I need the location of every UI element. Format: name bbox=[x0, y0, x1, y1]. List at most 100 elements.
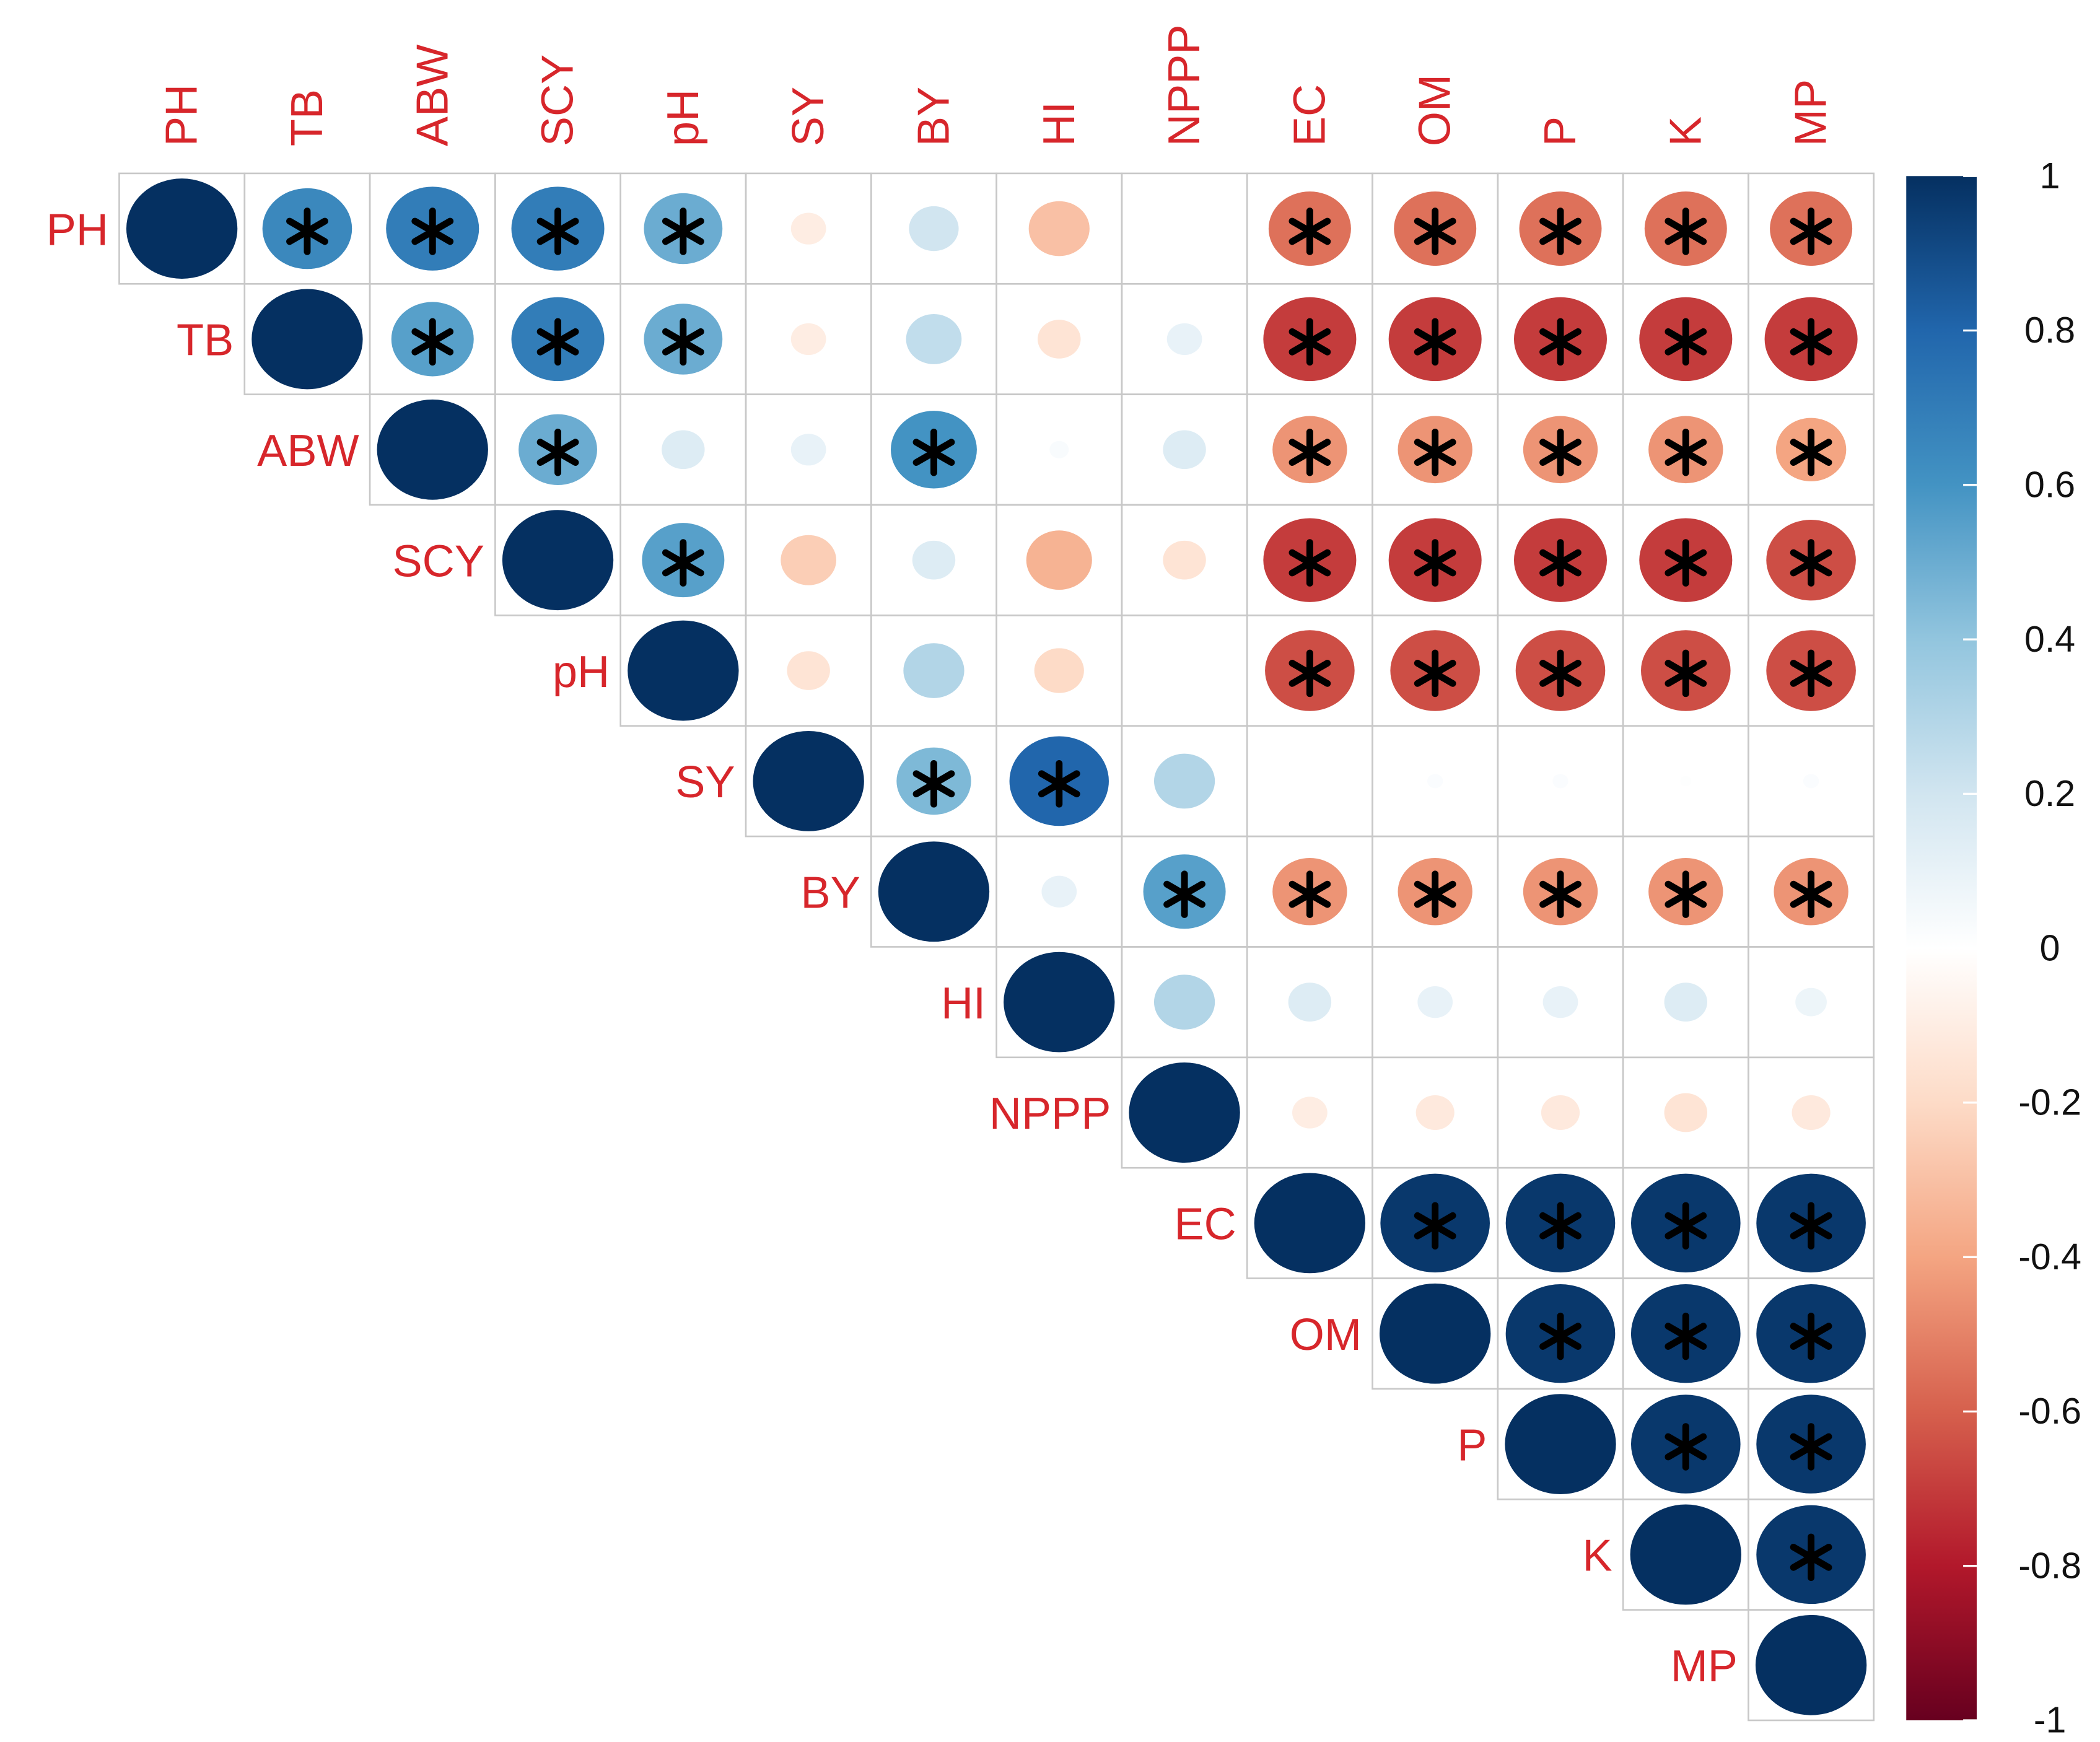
correlation-circle bbox=[1153, 753, 1215, 809]
significance-star bbox=[1790, 1312, 1832, 1360]
significance-star bbox=[1539, 318, 1582, 366]
significance-star bbox=[1665, 208, 1707, 255]
row-label: BY bbox=[801, 869, 860, 918]
significance-star bbox=[1288, 870, 1331, 918]
significance-star bbox=[662, 539, 704, 587]
column-label: pH bbox=[658, 89, 708, 146]
significance-star bbox=[1414, 539, 1456, 587]
row-label: SCY bbox=[392, 536, 484, 586]
correlation-circle bbox=[1505, 1394, 1616, 1495]
correlation-circle bbox=[252, 289, 363, 390]
correlation-circle bbox=[787, 651, 830, 690]
correlation-circle bbox=[1166, 323, 1202, 356]
significance-star bbox=[1288, 428, 1331, 476]
correlation-circle bbox=[1427, 774, 1443, 789]
correlation-circle bbox=[1664, 1093, 1708, 1132]
row-label: EC bbox=[1174, 1200, 1236, 1250]
significance-star bbox=[662, 318, 704, 366]
significance-star bbox=[1288, 649, 1331, 698]
significance-star bbox=[1790, 649, 1832, 698]
significance-star bbox=[536, 428, 579, 476]
correlation-circle bbox=[377, 399, 488, 500]
correlation-circle bbox=[1755, 1614, 1867, 1715]
correlation-circle bbox=[909, 206, 959, 252]
significance-star bbox=[1539, 870, 1582, 918]
significance-star bbox=[662, 208, 704, 255]
column-label: OM bbox=[1411, 74, 1460, 146]
significance-star bbox=[1665, 428, 1707, 476]
correlation-circle bbox=[1630, 1504, 1741, 1605]
row-label: NPPP bbox=[989, 1089, 1111, 1139]
significance-star bbox=[411, 208, 454, 255]
column-label: TB bbox=[282, 89, 332, 146]
significance-star bbox=[536, 318, 579, 366]
cell-border bbox=[1121, 615, 1248, 727]
correlation-circle bbox=[126, 178, 238, 279]
significance-star bbox=[1414, 318, 1456, 366]
row-label: K bbox=[1582, 1531, 1612, 1581]
correlation-circle bbox=[1541, 1095, 1580, 1131]
significance-star bbox=[1539, 208, 1582, 255]
significance-star bbox=[1414, 1202, 1456, 1250]
row-label: OM bbox=[1290, 1310, 1362, 1360]
column-label: BY bbox=[909, 87, 959, 146]
significance-star bbox=[912, 428, 955, 476]
column-label: NPPP bbox=[1160, 25, 1209, 146]
significance-star bbox=[1665, 1423, 1707, 1471]
significance-star bbox=[1665, 318, 1707, 366]
colorbar-tick-label: 1 bbox=[2040, 155, 2060, 196]
colorbar-tick-label: 0.2 bbox=[2024, 773, 2075, 814]
correlation-circle bbox=[1153, 974, 1215, 1030]
correlation-circle bbox=[1038, 320, 1081, 359]
correlation-circle bbox=[628, 620, 739, 721]
row-label: SY bbox=[675, 758, 735, 807]
significance-star bbox=[1414, 870, 1456, 918]
column-label: MP bbox=[1787, 79, 1836, 146]
correlation-circle bbox=[790, 323, 826, 356]
correlation-circle bbox=[1129, 1062, 1240, 1163]
colorbar-tick-label: -0.6 bbox=[2018, 1391, 2081, 1432]
cell-border bbox=[1121, 172, 1248, 285]
correlation-circle bbox=[1163, 540, 1206, 580]
significance-star bbox=[1790, 1423, 1832, 1471]
row-label: MP bbox=[1671, 1642, 1738, 1691]
significance-star bbox=[536, 208, 579, 255]
correlation-circle bbox=[1417, 986, 1453, 1018]
column-label: ABW bbox=[408, 45, 457, 146]
correlation-circle bbox=[1004, 952, 1115, 1053]
row-label: HI bbox=[941, 979, 986, 1028]
significance-star bbox=[286, 208, 328, 255]
correlation-circle bbox=[1028, 201, 1090, 256]
correlation-circle bbox=[1542, 986, 1578, 1018]
significance-star bbox=[1665, 649, 1707, 698]
column-label: PH bbox=[157, 84, 207, 146]
significance-star bbox=[1288, 208, 1331, 255]
column-label: K bbox=[1661, 116, 1710, 146]
column-label: SCY bbox=[533, 55, 583, 146]
cell-border bbox=[1748, 1609, 1875, 1722]
significance-star bbox=[1414, 428, 1456, 476]
correlation-circle bbox=[1288, 983, 1332, 1022]
correlation-circle bbox=[1026, 530, 1092, 590]
correlation-circle bbox=[753, 730, 864, 831]
row-label: TB bbox=[177, 316, 234, 365]
colorbar-tick-label: -0.4 bbox=[2018, 1236, 2081, 1277]
colorbar-tick-label: 0.8 bbox=[2024, 310, 2075, 351]
column-label: HI bbox=[1035, 102, 1084, 146]
correlation-circle bbox=[906, 313, 962, 364]
row-label: pH bbox=[553, 647, 610, 697]
colorbar-tick-label: 0 bbox=[2040, 927, 2060, 968]
significance-star bbox=[1790, 428, 1832, 476]
colorbar-tick-label: 0.6 bbox=[2024, 464, 2075, 505]
column-label: SY bbox=[784, 87, 833, 146]
correlation-circle bbox=[1795, 987, 1827, 1017]
significance-star bbox=[1539, 1312, 1582, 1360]
significance-star bbox=[1038, 760, 1080, 808]
significance-star bbox=[1539, 539, 1582, 587]
significance-star bbox=[1539, 1202, 1582, 1250]
column-label: P bbox=[1536, 116, 1585, 146]
correlation-circle bbox=[1792, 1095, 1831, 1131]
correlation-circle bbox=[1415, 1095, 1455, 1131]
correlation-circle bbox=[1292, 1096, 1328, 1129]
